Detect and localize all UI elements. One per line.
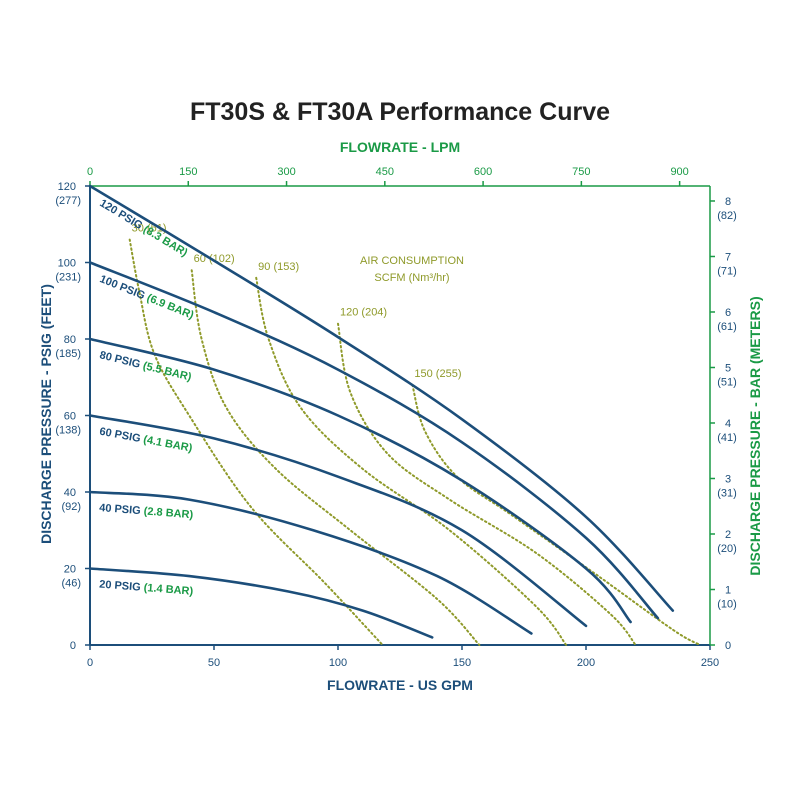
pressure-curves: 120 PSIG (8.3 BAR)100 PSIG (6.9 BAR)80 P…: [88, 184, 675, 639]
y2-tick-label: 4: [725, 418, 731, 430]
y-tick-label: 0: [70, 640, 76, 652]
y-tick-label: 120: [58, 181, 76, 193]
y2-tick-sublabel: (51): [717, 376, 737, 388]
y2-tick-sublabel: (20): [717, 543, 737, 555]
y2-tick-label: 1: [725, 584, 731, 596]
y2-tick-sublabel: (41): [717, 432, 737, 444]
air-curve-label-2: 60 (102): [194, 253, 235, 265]
x2-tick-label: 750: [572, 166, 590, 178]
y2-tick-label: 6: [725, 307, 731, 319]
y-tick-label: 20: [64, 564, 76, 576]
air-consumption-label-line1: AIR CONSUMPTION: [360, 255, 464, 267]
air-curve-4: [337, 322, 637, 646]
air-consumption-curves: 30 (51)60 (102)90 (153)120 (204)150 (255…: [128, 223, 702, 646]
y2-tick-label: 8: [725, 196, 731, 208]
air-consumption-label-line2: SCFM (Nm³/hr): [374, 272, 449, 284]
bottom-axis-gpm: 0 50 100 150 200 250: [87, 645, 719, 669]
y2-tick-label: 0: [725, 640, 731, 652]
x-axis-title: FLOWRATE - US GPM: [327, 677, 473, 693]
chart-title: FT30S & FT30A Performance Curve: [189, 98, 611, 126]
top-axis-lpm: 0 150 300 450 600 750 900: [87, 166, 689, 186]
y2-tick-sublabel: (71): [717, 265, 737, 277]
pressure-curve-label-5: 40 PSIG (2.8 BAR): [99, 502, 194, 521]
y-tick-label: 100: [58, 258, 76, 270]
y2-tick-label: 5: [725, 362, 731, 374]
y2-tick-label: 3: [725, 473, 731, 485]
y-axis-title: DISCHARGE PRESSURE - PSIG (FEET): [38, 284, 54, 544]
air-curve-label-5: 150 (255): [414, 368, 461, 380]
y-tick-sublabel: (231): [55, 272, 81, 284]
x2-tick-label: 150: [179, 166, 197, 178]
x2-tick-label: 0: [87, 166, 93, 178]
x2-tick-label: 600: [474, 166, 492, 178]
y2-tick-sublabel: (31): [717, 487, 737, 499]
x-tick-label: 100: [329, 657, 347, 669]
y2-tick-sublabel: (82): [717, 210, 737, 222]
pressure-curve-label-3: 80 PSIG (5.5 BAR): [98, 349, 193, 383]
air-curve-2: [190, 269, 481, 646]
air-curve-label-3: 90 (153): [258, 261, 299, 273]
x2-tick-label: 450: [376, 166, 394, 178]
y-tick-sublabel: (92): [61, 501, 81, 513]
air-curve-label-4: 120 (204): [340, 307, 387, 319]
air-curve-5: [411, 383, 702, 646]
y-tick-label: 80: [64, 334, 76, 346]
pressure-curve-2: [88, 261, 660, 620]
y2-tick-label: 7: [725, 251, 731, 263]
left-axis-psig: 0 20 (46) 40 (92) 60 (138) 80 (185) 100 (231) 120 (2…: [55, 181, 90, 652]
x-tick-label: 200: [577, 657, 595, 669]
pressure-curve-1: [88, 184, 675, 612]
pressure-curve-5: [88, 490, 533, 635]
x2-tick-label: 900: [670, 166, 688, 178]
y-tick-sublabel: (185): [55, 348, 81, 360]
x-tick-label: 0: [87, 657, 93, 669]
y-tick-sublabel: (277): [55, 195, 81, 207]
pressure-curve-label-6: 20 PSIG (1.4 BAR): [99, 579, 194, 598]
x2-axis-title: FLOWRATE - LPM: [340, 139, 460, 155]
y-tick-label: 40: [64, 487, 76, 499]
pressure-curve-6: [88, 567, 434, 639]
y-tick-sublabel: (138): [55, 425, 81, 437]
air-curve-3: [255, 276, 568, 646]
right-axis-bar: 0 1 (10) 2 (20) 3 (31) 4 (41) 5 (51) 6 (61) 7 (71) 8 (82…: [710, 196, 737, 652]
pressure-curve-3: [88, 337, 632, 624]
y-tick-label: 60: [64, 411, 76, 423]
y-tick-sublabel: (46): [61, 578, 81, 590]
pressure-curve-4: [88, 414, 588, 628]
y2-tick-label: 2: [725, 529, 731, 541]
x-tick-label: 250: [701, 657, 719, 669]
y2-axis-title: DISCHARGE PRESSURE - BAR (METERS): [747, 296, 763, 575]
x-tick-label: 50: [208, 657, 220, 669]
y2-tick-sublabel: (10): [717, 598, 737, 610]
x-tick-label: 150: [453, 657, 471, 669]
y2-tick-sublabel: (61): [717, 321, 737, 333]
pressure-curve-label-1: 120 PSIG (8.3 BAR): [97, 197, 189, 259]
x2-tick-label: 300: [277, 166, 295, 178]
